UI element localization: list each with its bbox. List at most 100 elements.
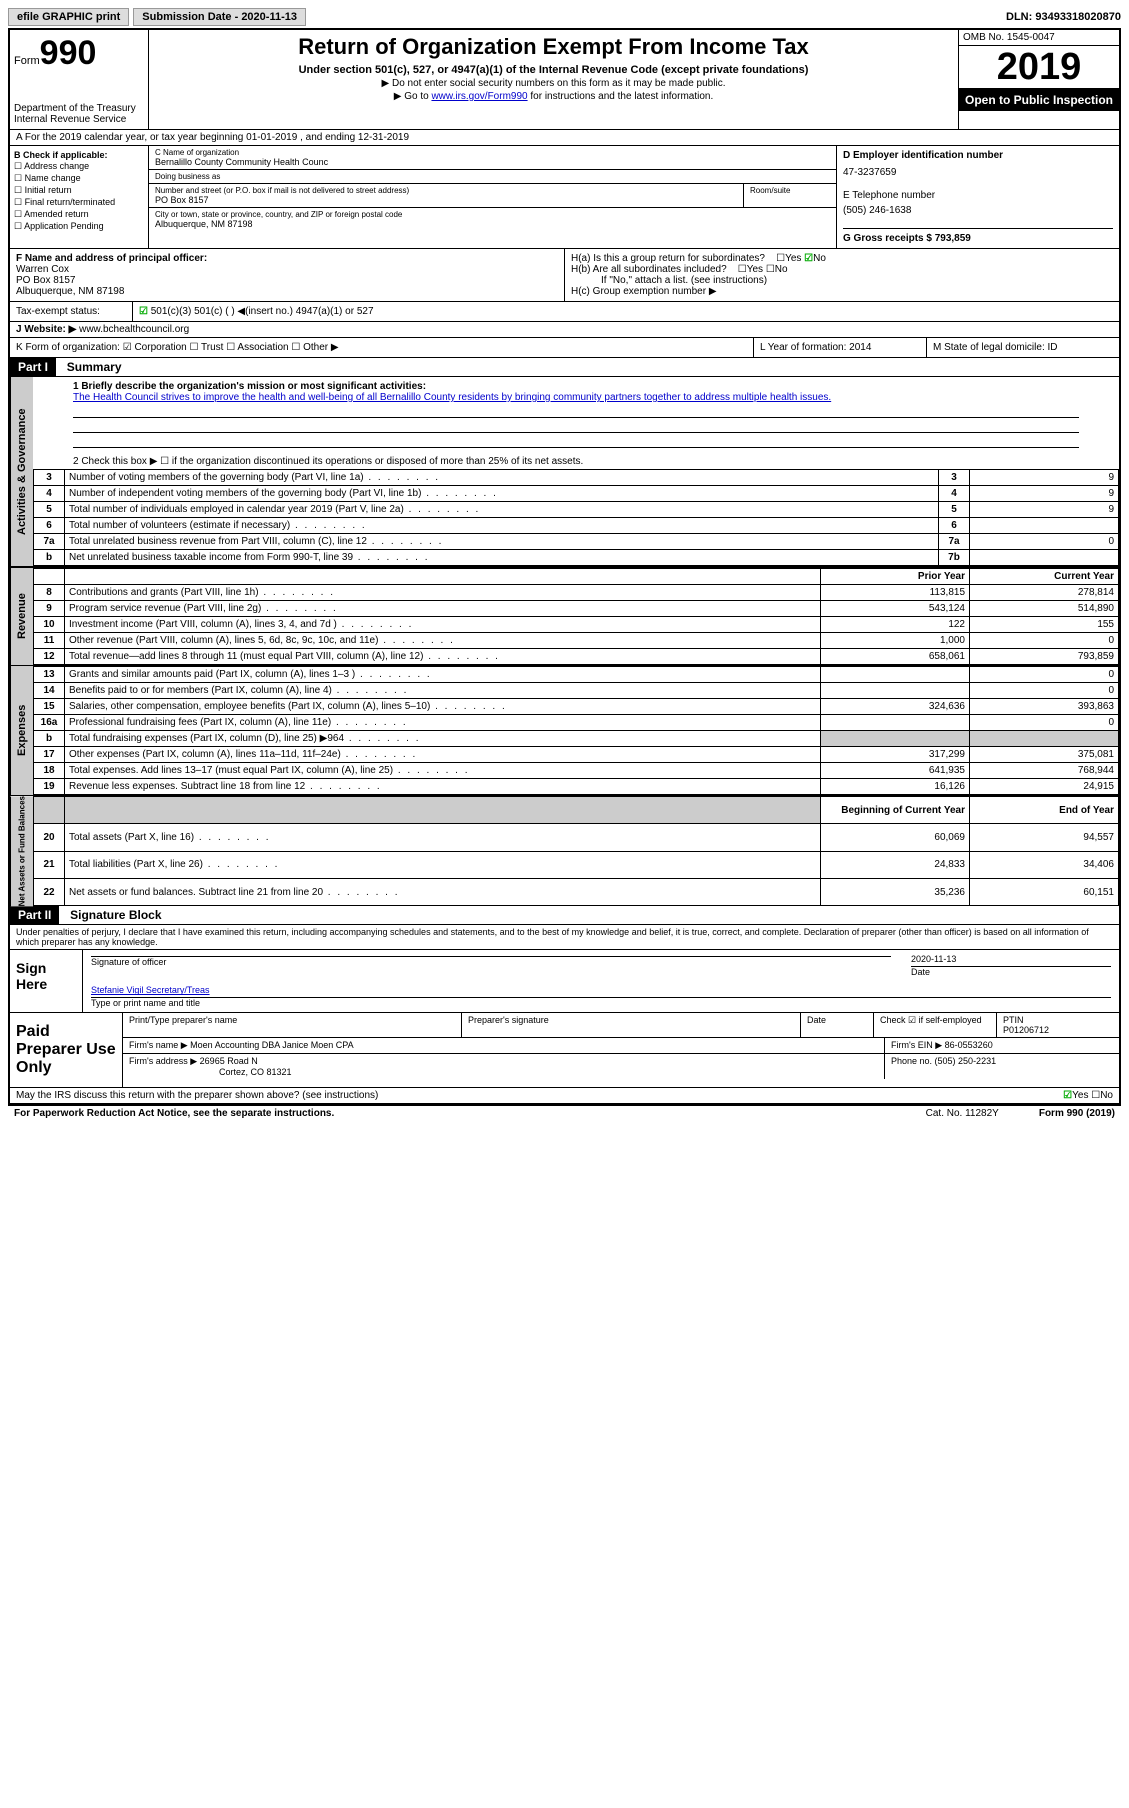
- addr: PO Box 8157: [155, 195, 737, 205]
- may-irs: May the IRS discuss this return with the…: [16, 1090, 378, 1101]
- revenue-table: Prior YearCurrent Year 8Contributions an…: [33, 568, 1119, 665]
- row-k: K Form of organization: ☑ Corporation ☐ …: [10, 338, 753, 357]
- note2-pre: ▶ Go to: [394, 91, 432, 102]
- ein: 47-3237659: [843, 167, 1113, 178]
- irs-link[interactable]: www.irs.gov/Form990: [431, 91, 527, 102]
- ha-text: H(a) Is this a group return for subordin…: [571, 253, 765, 264]
- paid-check: Check ☑ if self-employed: [874, 1013, 997, 1037]
- sig-lbl: Signature of officer: [91, 957, 166, 967]
- footer-right: Form 990 (2019): [1039, 1108, 1115, 1119]
- cb-address[interactable]: ☐ Address change: [14, 161, 144, 172]
- hc-text: H(c) Group exemption number ▶: [571, 286, 1113, 297]
- part1-title: Summary: [59, 358, 130, 376]
- submission-btn[interactable]: Submission Date - 2020-11-13: [133, 8, 306, 26]
- tab-expenses: Expenses: [10, 666, 33, 795]
- box-h: H(a) Is this a group return for subordin…: [564, 249, 1119, 301]
- paid-body: Print/Type preparer's name Preparer's si…: [123, 1013, 1119, 1087]
- ein-lbl: D Employer identification number: [843, 150, 1003, 161]
- form-label: Form: [14, 55, 40, 67]
- city-lbl: City or town, state or province, country…: [155, 210, 830, 219]
- hb-note: If "No," attach a list. (see instruction…: [571, 275, 1113, 286]
- taxexempt-lbl: Tax-exempt status:: [10, 302, 133, 321]
- city: Albuquerque, NM 87198: [155, 219, 830, 229]
- firm-addr2: Cortez, CO 81321: [219, 1067, 292, 1077]
- cb-pending[interactable]: ☐ Application Pending: [14, 221, 144, 232]
- hb-text: H(b) Are all subordinates included?: [571, 264, 727, 275]
- firm-addr-lbl: Firm's address ▶: [129, 1056, 197, 1066]
- gross-lbl: G Gross receipts $ 793,859: [843, 233, 971, 244]
- year: 2019: [959, 46, 1119, 89]
- mission-text: The Health Council strives to improve th…: [73, 392, 831, 403]
- phone-lbl: E Telephone number: [843, 190, 1113, 201]
- date-lbl: Date: [911, 967, 930, 977]
- sign-name: Stefanie Vigil Secretary/Treas: [91, 985, 210, 995]
- cb-initial[interactable]: ☐ Initial return: [14, 185, 144, 196]
- paid-title: Paid Preparer Use Only: [10, 1013, 123, 1087]
- header-left: Form990 Department of the Treasury Inter…: [10, 30, 149, 129]
- officer-addr1: PO Box 8157: [16, 275, 75, 286]
- form-container: Form990 Department of the Treasury Inter…: [8, 28, 1121, 1106]
- cb-amended[interactable]: ☐ Amended return: [14, 209, 144, 220]
- title: Return of Organization Exempt From Incom…: [157, 34, 950, 60]
- header-right: OMB No. 1545-0047 2019 Open to Public In…: [958, 30, 1119, 129]
- hdr-prior: Prior Year: [821, 569, 970, 585]
- dept: Department of the Treasury Internal Reve…: [14, 103, 144, 125]
- sign-date: 2020-11-13: [911, 954, 1111, 964]
- addr-lbl: Number and street (or P.O. box if mail i…: [155, 186, 737, 195]
- box-c: C Name of organization Bernalillo County…: [149, 146, 837, 248]
- hdr-end: End of Year: [970, 797, 1119, 824]
- box-f: F Name and address of principal officer:…: [10, 249, 564, 301]
- expenses-table: 13Grants and similar amounts paid (Part …: [33, 666, 1119, 795]
- footer-left: For Paperwork Reduction Act Notice, see …: [14, 1108, 334, 1119]
- netassets-table: Beginning of Current YearEnd of Year 20T…: [33, 796, 1119, 906]
- line2: 2 Check this box ▶ ☐ if the organization…: [33, 454, 1119, 469]
- hdr-current: Current Year: [970, 569, 1119, 585]
- officer-addr2: Albuquerque, NM 87198: [16, 286, 124, 297]
- omb: OMB No. 1545-0047: [959, 30, 1119, 46]
- dln: DLN: 93493318020870: [1006, 11, 1121, 23]
- row-a: A For the 2019 calendar year, or tax yea…: [10, 130, 1119, 146]
- cb-final[interactable]: ☐ Final return/terminated: [14, 197, 144, 208]
- ein-lbl: Firm's EIN ▶: [891, 1040, 942, 1050]
- room-lbl: Room/suite: [750, 186, 830, 195]
- row-m: M State of legal domicile: ID: [926, 338, 1119, 357]
- gov-table: 3Number of voting members of the governi…: [33, 469, 1119, 566]
- mission-lbl: 1 Briefly describe the organization's mi…: [73, 381, 426, 392]
- paid-h2: Preparer's signature: [462, 1013, 801, 1037]
- firm-lbl: Firm's name ▶: [129, 1040, 188, 1050]
- firm-phone: Phone no. (505) 250-2231: [885, 1054, 1119, 1079]
- dba-lbl: Doing business as: [155, 172, 830, 181]
- website: www.bchealthcouncil.org: [79, 324, 189, 335]
- part2-hdr: Part II: [10, 906, 59, 924]
- firm-name: Moen Accounting DBA Janice Moen CPA: [190, 1040, 353, 1050]
- part2-title: Signature Block: [62, 906, 169, 924]
- row-j: J Website: ▶ www.bchealthcouncil.org: [10, 322, 1119, 338]
- part1-hdr: Part I: [10, 358, 56, 376]
- paid-h3: Date: [801, 1013, 874, 1037]
- efile-btn[interactable]: efile GRAPHIC print: [8, 8, 129, 26]
- firm-addr1: 26965 Road N: [200, 1056, 258, 1066]
- public-inspection: Open to Public Inspection: [959, 89, 1119, 111]
- paid-h1: Print/Type preparer's name: [123, 1013, 462, 1037]
- box-b: B Check if applicable: ☐ Address change …: [10, 146, 149, 248]
- box-b-label: B Check if applicable:: [14, 150, 108, 160]
- website-lbl: J Website: ▶: [16, 324, 76, 335]
- officer-lbl: F Name and address of principal officer:: [16, 253, 207, 264]
- officer-name: Warren Cox: [16, 264, 69, 275]
- penalties: Under penalties of perjury, I declare th…: [10, 925, 1119, 950]
- ha-ans: No: [813, 253, 826, 264]
- note2: ▶ Go to www.irs.gov/Form990 for instruct…: [157, 91, 950, 102]
- sign-here: Sign Here: [10, 950, 83, 1012]
- cb-name[interactable]: ☐ Name change: [14, 173, 144, 184]
- hdr-begin: Beginning of Current Year: [821, 797, 970, 824]
- org-name-lbl: C Name of organization: [155, 148, 830, 157]
- sign-name-lbl: Type or print name and title: [91, 998, 200, 1008]
- note2-post: for instructions and the latest informat…: [528, 91, 714, 102]
- tab-netassets: Net Assets or Fund Balances: [10, 796, 33, 906]
- header-mid: Return of Organization Exempt From Incom…: [149, 30, 958, 129]
- phone: (505) 246-1638: [843, 205, 1113, 216]
- footer-mid: Cat. No. 11282Y: [926, 1108, 999, 1119]
- may-irs-ans: ☑Yes ☐No: [1063, 1090, 1113, 1101]
- org-name: Bernalillo County Community Health Counc: [155, 157, 830, 167]
- tab-revenue: Revenue: [10, 568, 33, 665]
